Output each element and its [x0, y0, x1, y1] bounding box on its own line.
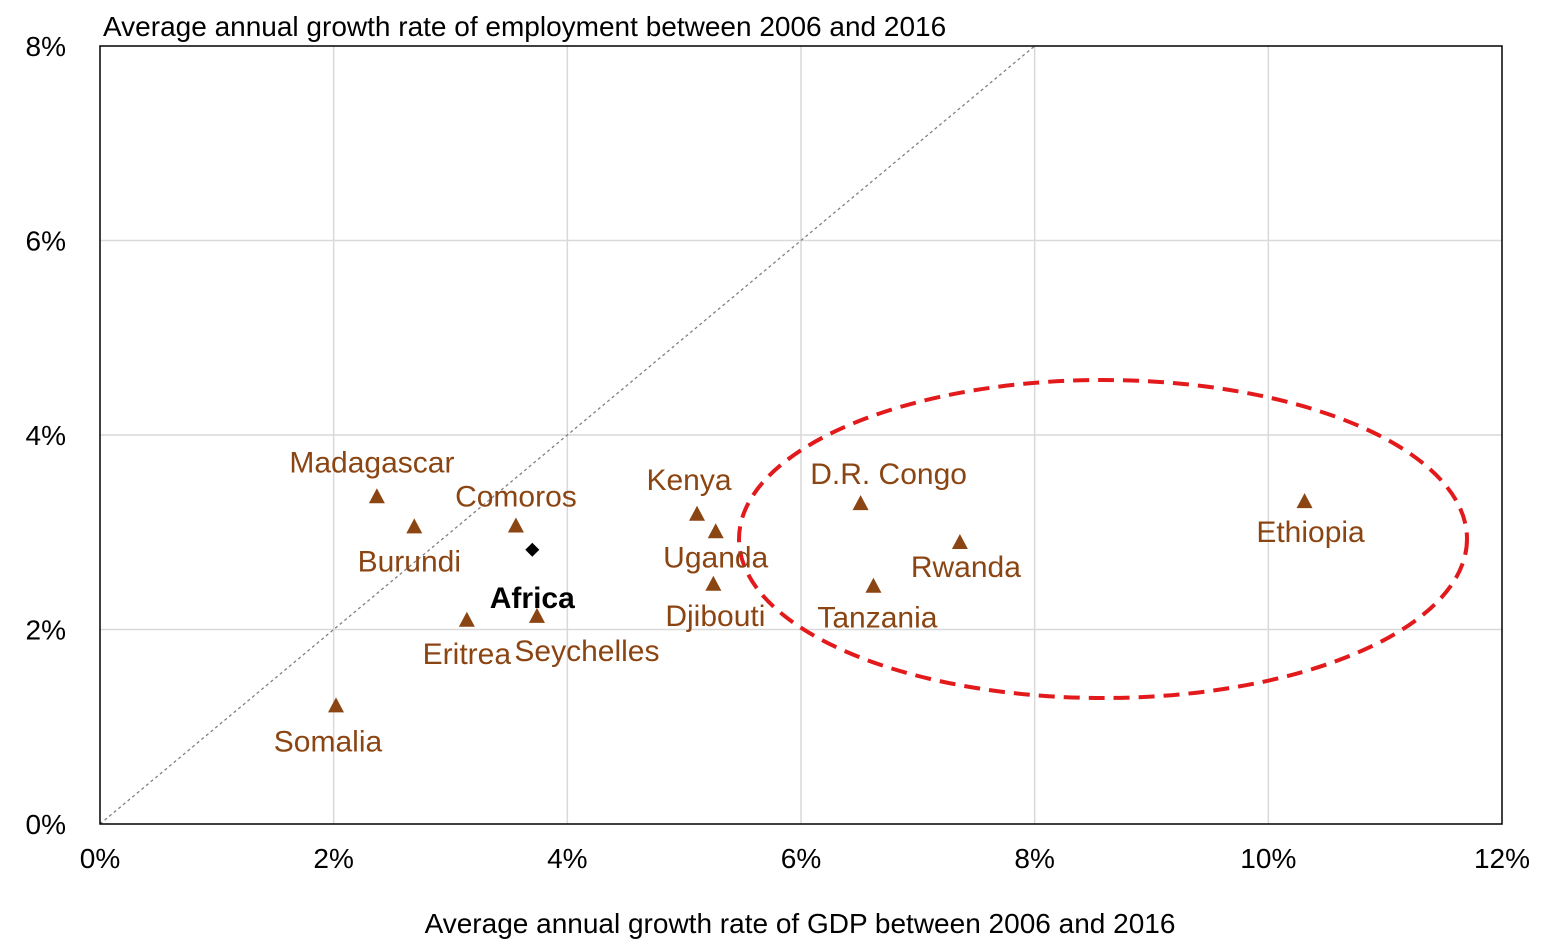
x-tick-label: 10%	[1240, 843, 1296, 874]
gridlines	[100, 46, 1502, 824]
high-growth-highlight-ellipse	[737, 378, 1469, 700]
x-tick-label: 12%	[1474, 843, 1530, 874]
point-madagascar-marker	[368, 488, 385, 504]
point-seychelles-label: Seychelles	[514, 635, 659, 668]
point-d-r-congo-label: D.R. Congo	[810, 458, 967, 491]
point-rwanda-label: Rwanda	[911, 551, 1021, 584]
point-seychelles-marker	[528, 607, 545, 623]
x-axis-tick-labels: 0% 2% 4% 6% 8% 10% 12%	[80, 843, 1530, 874]
equality-reference-line	[99, 45, 1036, 825]
point-ethiopia-label: Ethiopia	[1256, 516, 1365, 549]
y-tick-label: 0%	[26, 809, 66, 840]
point-comoros-marker	[507, 517, 524, 533]
y-axis-tick-labels: 0% 2% 4% 6% 8%	[26, 31, 66, 840]
point-d-r-congo-marker	[852, 495, 869, 511]
data-points	[328, 488, 1313, 713]
point-burundi-marker	[406, 518, 423, 534]
point-africa-marker	[525, 542, 540, 557]
plot-area-frame	[99, 45, 1503, 825]
point-eritrea-marker	[458, 611, 475, 627]
point-africa-label: Africa	[490, 582, 575, 615]
y-tick-label: 2%	[26, 615, 66, 646]
x-tick-label: 6%	[781, 843, 821, 874]
point-burundi-label: Burundi	[358, 545, 461, 578]
point-ethiopia-marker	[1296, 493, 1313, 509]
point-rwanda-marker	[951, 533, 968, 549]
x-tick-label: 8%	[1014, 843, 1054, 874]
point-eritrea-label: Eritrea	[423, 638, 512, 671]
data-point-labels: Madagascar Burundi Comoros Africa Eritrea Sey…	[274, 446, 1365, 758]
point-somalia-label: Somalia	[274, 725, 383, 758]
x-tick-label: 0%	[80, 843, 120, 874]
x-tick-label: 4%	[547, 843, 587, 874]
point-comoros-label: Comoros	[455, 480, 577, 513]
x-tick-label: 2%	[313, 843, 353, 874]
point-djibouti-label: Djibouti	[665, 600, 765, 633]
point-uganda-label: Uganda	[663, 541, 768, 574]
x-axis-title: Average annual growth rate of GDP betwee…	[425, 908, 1176, 939]
y-axis-title: Average annual growth rate of employment…	[103, 11, 946, 42]
point-madagascar-label: Madagascar	[289, 446, 454, 479]
point-kenya-marker	[689, 505, 706, 521]
point-tanzania-label: Tanzania	[817, 602, 937, 635]
point-somalia-marker	[328, 697, 345, 713]
point-uganda-marker	[707, 523, 724, 539]
point-kenya-label: Kenya	[646, 464, 731, 497]
y-tick-label: 4%	[26, 420, 66, 451]
y-tick-label: 8%	[26, 31, 66, 62]
point-djibouti-marker	[705, 575, 722, 591]
y-tick-label: 6%	[26, 226, 66, 257]
point-tanzania-marker	[865, 577, 882, 593]
